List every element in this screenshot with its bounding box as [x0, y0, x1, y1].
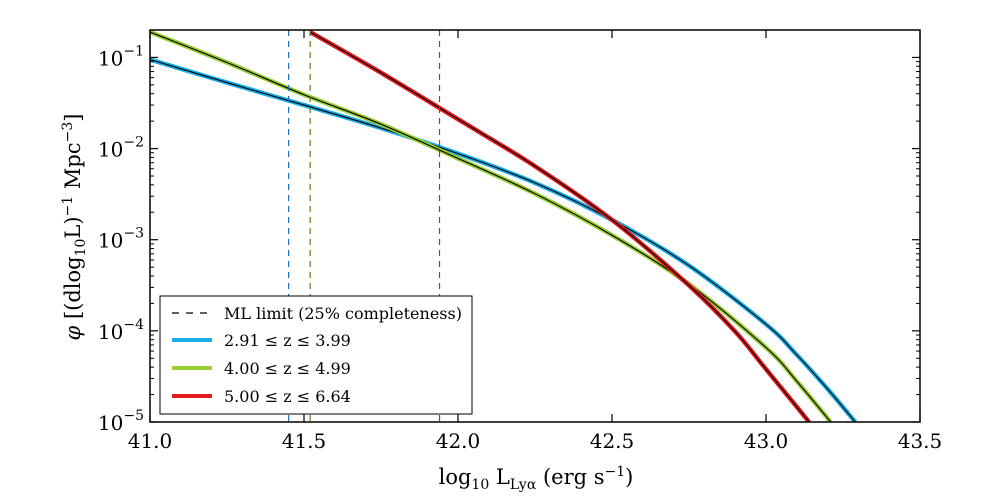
y-tick-label-4: 10−1 [98, 43, 144, 70]
legend-label-2: 5.00 ≤ z ≤ 6.64 [224, 387, 351, 406]
series-2-centerline [309, 31, 810, 422]
x-axis-label: log10 LLyα (erg s−1) [439, 464, 634, 493]
x-tick-label-4: 43.0 [744, 429, 789, 453]
x-tick-label-0: 41.0 [128, 429, 173, 453]
y-tick-label-3: 10−2 [98, 135, 144, 162]
legend: ML limit (25% completeness) 2.91 ≤ z ≤ 3… [159, 295, 473, 415]
x-tick-label-2: 42.0 [436, 429, 481, 453]
legend-label-0: 2.91 ≤ z ≤ 3.99 [224, 331, 351, 350]
legend-label-1: 4.00 ≤ z ≤ 4.99 [224, 359, 351, 378]
y-axis-label: φ [(dlog10L)−1 Mpc−3] [60, 114, 89, 341]
y-tick-label-2: 10−3 [98, 226, 144, 253]
y-tick-label-1: 10−4 [98, 317, 144, 344]
x-tick-label-5: 43.5 [898, 429, 943, 453]
y-tick-label-0: 10−5 [98, 408, 144, 435]
series-1-centerline [150, 31, 832, 422]
plot-frame [149, 29, 921, 423]
series-0-centerline [150, 58, 856, 422]
legend-ml-limit-label: ML limit (25% completeness) [224, 304, 462, 323]
x-tick-label-1: 41.5 [282, 429, 327, 453]
series-layer [150, 30, 858, 422]
ticks-layer: 41.0 41.5 42.0 42.5 43.0 43.5 10−5 10−4 10−3 10−2… [98, 29, 943, 453]
x-tick-label-3: 42.5 [590, 429, 635, 453]
